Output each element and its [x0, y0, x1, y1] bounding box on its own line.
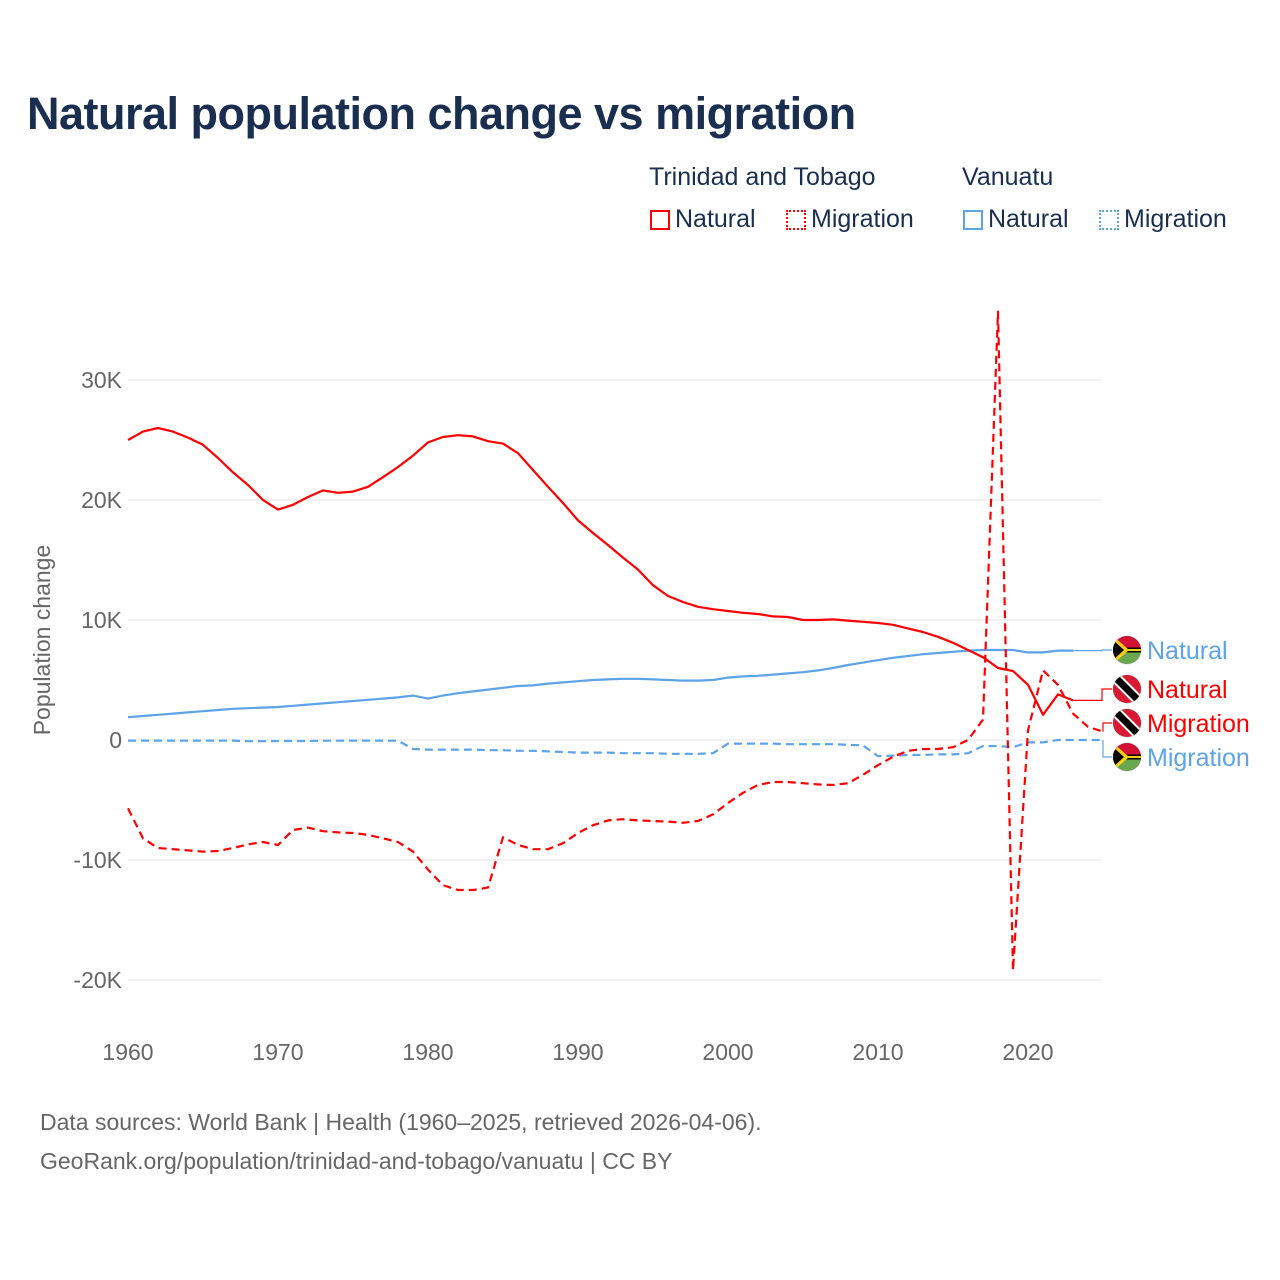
y-tick-label: 30K [81, 367, 123, 393]
legend-label: Migration [1124, 205, 1227, 233]
flag-border [1112, 708, 1142, 738]
flag-border [1112, 635, 1142, 665]
trinidad-flag-icon [1112, 708, 1142, 738]
legend-label: Natural [675, 205, 756, 233]
x-tick-label: 1990 [552, 1039, 603, 1065]
x-tick-label: 2000 [702, 1039, 753, 1065]
trinidad-flag-icon [1112, 674, 1142, 704]
footer-url[interactable]: GeoRank.org/population/trinidad-and-toba… [40, 1148, 673, 1174]
legend-item-trinidad-natural[interactable]: Natural [650, 205, 756, 234]
label-connector [1073, 688, 1112, 701]
x-tick-label: 1980 [402, 1039, 453, 1065]
footer-source: Data sources: World Bank | Health (1960–… [40, 1109, 762, 1135]
x-tick-label: 2010 [852, 1039, 903, 1065]
legend-item-trinidad-migration[interactable]: Migration [786, 205, 914, 234]
label-connector [1073, 649, 1112, 652]
legend-label: Natural [988, 205, 1069, 233]
flag-body [1113, 743, 1141, 771]
series-line-vanuatu-natural [127, 648, 1073, 719]
flag-stripe-black [1113, 709, 1141, 737]
legend-group-trinidad: Trinidad and Tobago [649, 163, 876, 191]
y-axis-label: Population change [29, 545, 55, 736]
y-tick-label: 20K [81, 487, 123, 513]
series-end-label: Natural [1147, 637, 1228, 665]
x-tick-label: 2020 [1002, 1039, 1053, 1065]
flag-triangle [1113, 746, 1124, 768]
flag-border [1112, 742, 1142, 772]
label-connector [1102, 740, 1112, 758]
x-tick-label: 1960 [102, 1039, 153, 1065]
legend-item-vanuatu-natural[interactable]: Natural [963, 205, 1069, 234]
flag-stripe-black [1113, 675, 1141, 703]
flag-body [1113, 636, 1141, 664]
y-tick-label: 0 [109, 727, 122, 753]
flag-body [1113, 675, 1141, 703]
vanuatu-flag-icon [1112, 742, 1142, 772]
flag-body [1113, 709, 1141, 737]
legend-swatch-dotted [786, 209, 806, 230]
legend-item-vanuatu-migration[interactable]: Migration [1099, 205, 1227, 234]
legend-swatch-solid [963, 209, 983, 230]
series-line-trinidad-and-tobago-migration [127, 310, 1104, 972]
series-line-trinidad-and-tobago-natural [127, 426, 1074, 716]
vanuatu-flag-icon [1112, 635, 1142, 665]
flag-border [1112, 674, 1142, 704]
legend-group-vanuatu: Vanuatu [962, 163, 1054, 191]
legend-swatch-solid [650, 209, 670, 230]
series-end-label: Migration [1147, 710, 1250, 738]
series-line-vanuatu-migration [128, 738, 1103, 758]
legend-swatch-dotted [1099, 209, 1119, 230]
label-connector [1102, 722, 1112, 732]
y-tick-label: -20K [73, 967, 122, 993]
y-tick-label: -10K [73, 847, 122, 873]
series-end-label: Natural [1147, 676, 1228, 704]
series-end-label: Migration [1147, 744, 1250, 772]
y-tick-label: 10K [81, 607, 123, 633]
legend-label: Migration [811, 205, 914, 233]
x-tick-label: 1970 [252, 1039, 303, 1065]
chart-title: Natural population change vs migration [27, 88, 856, 139]
flag-triangle [1113, 639, 1124, 661]
